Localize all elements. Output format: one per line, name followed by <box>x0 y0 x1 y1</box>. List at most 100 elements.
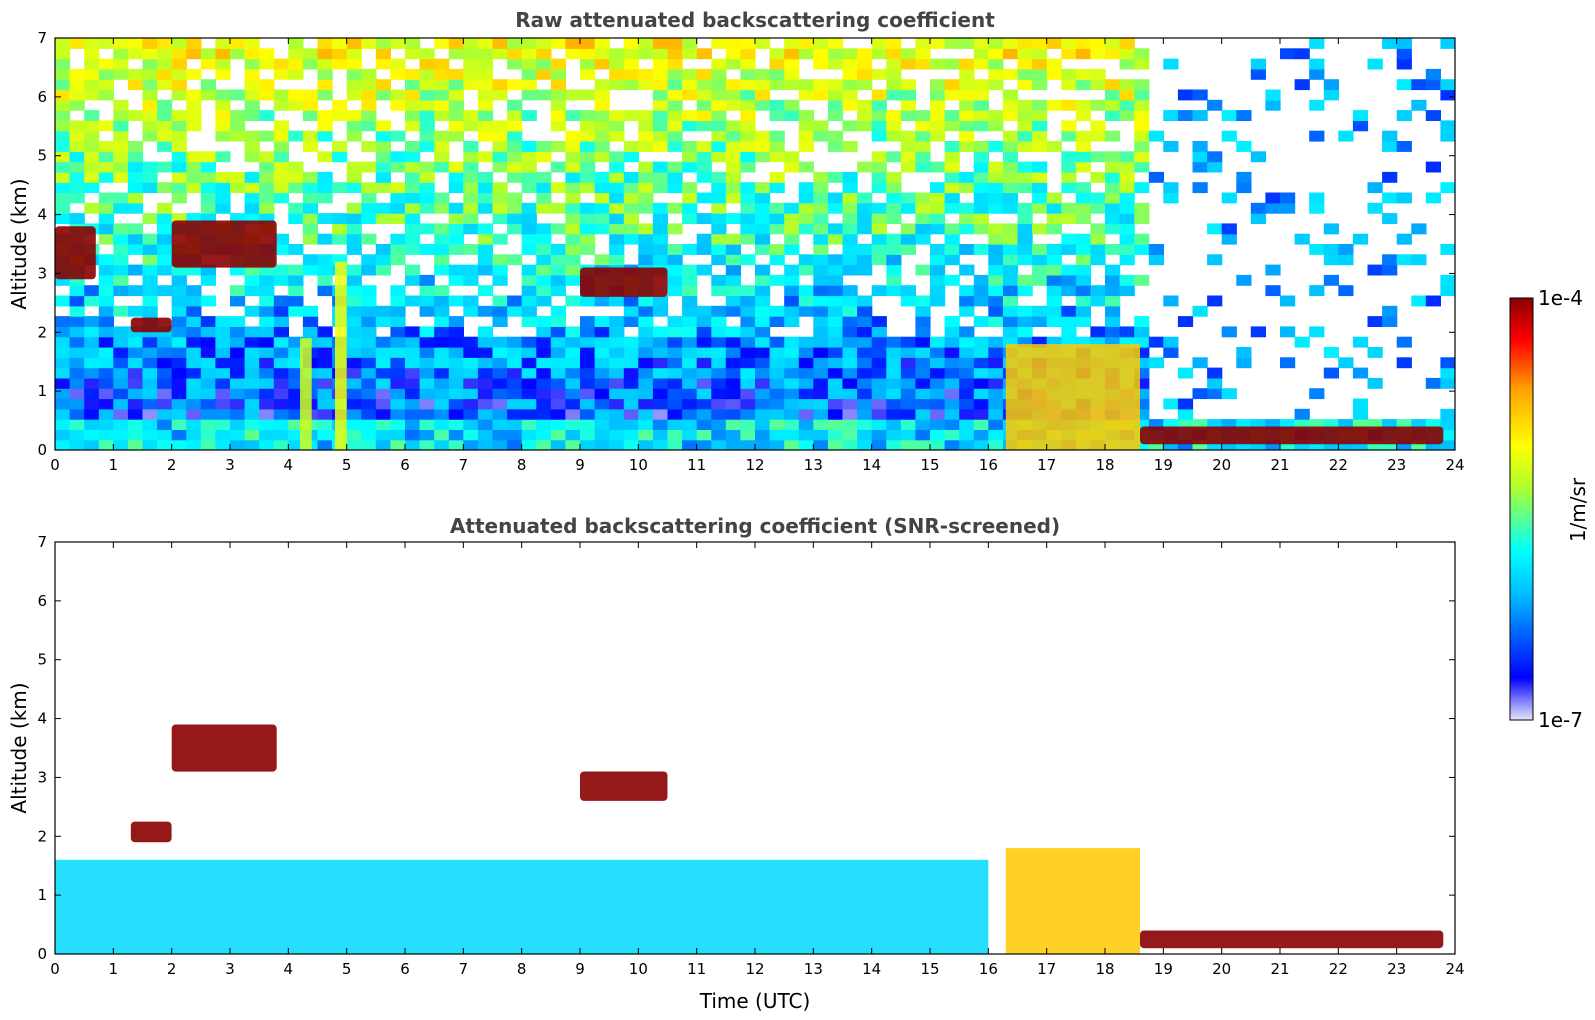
heatmap-cell <box>623 79 639 91</box>
heatmap-cell <box>1134 141 1150 152</box>
heatmap-cell <box>1425 79 1441 91</box>
heatmap-cell <box>375 244 391 255</box>
heatmap-cell <box>813 398 829 410</box>
heatmap-cell <box>346 161 362 173</box>
heatmap-cell <box>55 419 71 430</box>
heatmap-cell <box>1177 89 1194 101</box>
heatmap-cell <box>1017 171 1033 183</box>
heatmap-cell <box>113 254 129 266</box>
heatmap-cell <box>755 316 771 327</box>
heatmap-cell <box>944 58 960 70</box>
heatmap-cell <box>1046 264 1062 276</box>
heatmap-cell <box>886 38 902 49</box>
heatmap-cell <box>1323 223 1339 235</box>
heatmap-cell <box>171 161 187 173</box>
heatmap-cell <box>988 68 1004 80</box>
heatmap-cell <box>973 285 989 297</box>
heatmap-cell <box>667 89 683 101</box>
heatmap-cell <box>69 182 85 194</box>
heatmap-cell <box>827 223 844 235</box>
heatmap-cell <box>492 295 508 307</box>
heatmap-cell <box>1032 110 1048 121</box>
heatmap-cell <box>1002 336 1019 348</box>
heatmap-cell <box>1061 151 1077 163</box>
heatmap-cell <box>375 408 391 420</box>
heatmap-cell <box>667 141 683 152</box>
heatmap-cell <box>69 130 85 142</box>
heatmap-cell <box>1396 48 1412 60</box>
heatmap-cell <box>1134 79 1150 91</box>
heatmap-cell <box>580 171 596 183</box>
heatmap-cell <box>565 274 581 286</box>
heatmap-cell <box>1061 182 1077 194</box>
heatmap-cell <box>959 305 975 317</box>
heatmap-cell <box>550 99 566 111</box>
heatmap-cell <box>171 171 187 183</box>
heatmap-cell <box>667 429 683 441</box>
heatmap-cell <box>361 388 377 400</box>
heatmap-cell <box>623 316 639 327</box>
heatmap-cell <box>215 408 231 420</box>
heatmap-cell <box>405 213 421 224</box>
feature-surface-cloud-late <box>1140 426 1444 445</box>
heatmap-cell <box>69 316 85 327</box>
heatmap-cell <box>113 429 129 441</box>
heatmap-cell <box>696 357 712 369</box>
heatmap-cell <box>711 419 727 430</box>
heatmap-cell <box>1046 192 1062 204</box>
heatmap-cell <box>973 202 989 214</box>
heatmap-cell <box>784 285 800 297</box>
heatmap-cell <box>857 347 873 358</box>
heatmap-cell <box>361 89 377 101</box>
heatmap-cell <box>405 120 421 132</box>
heatmap-cell <box>1163 419 1179 430</box>
y-tick-label: 5 <box>37 651 47 669</box>
heatmap-cell <box>521 244 537 255</box>
heatmap-cell <box>740 99 756 111</box>
heatmap-cell <box>652 110 669 121</box>
heatmap-cell <box>259 274 275 286</box>
heatmap-cell <box>871 408 887 420</box>
heatmap-cell <box>84 68 100 80</box>
heatmap-cell <box>798 336 814 348</box>
heatmap-cell <box>565 398 581 410</box>
heatmap-cell <box>565 223 581 235</box>
heatmap-cell <box>215 357 231 369</box>
heatmap-cell <box>959 223 975 235</box>
heatmap-cell <box>1148 357 1164 369</box>
heatmap-cell <box>944 161 960 173</box>
heatmap-cell <box>186 171 202 183</box>
heatmap-cell <box>565 192 581 204</box>
heatmap-cell <box>565 233 581 245</box>
heatmap-cell <box>871 182 887 194</box>
heatmap-cell <box>652 336 669 348</box>
heatmap-cell <box>1250 58 1266 70</box>
heatmap-cell <box>463 223 479 235</box>
heatmap-cell <box>1119 182 1135 194</box>
heatmap-cell <box>755 305 771 317</box>
heatmap-cell <box>98 398 114 410</box>
heatmap-cell <box>696 233 712 245</box>
heatmap-cell <box>113 264 129 276</box>
heatmap-cell <box>682 202 698 214</box>
heatmap-cell <box>375 89 391 101</box>
heatmap-cell <box>944 429 960 441</box>
heatmap-cell <box>594 408 610 420</box>
heatmap-cell <box>798 110 814 121</box>
heatmap-cell <box>798 202 814 214</box>
heatmap-cell <box>652 398 669 410</box>
heatmap-cell <box>405 347 421 358</box>
heatmap-cell <box>900 295 916 307</box>
heatmap-cell <box>711 233 727 245</box>
heatmap-cell <box>1075 48 1091 60</box>
heatmap-cell <box>623 151 639 163</box>
heatmap-cell <box>69 388 85 400</box>
heatmap-cell <box>317 58 333 70</box>
heatmap-cell <box>113 244 129 255</box>
heatmap-cell <box>988 38 1004 49</box>
heatmap-cell <box>930 264 946 276</box>
heatmap-cell <box>157 254 173 266</box>
heatmap-cell <box>1032 58 1048 70</box>
heatmap-cell <box>448 68 464 80</box>
heatmap-cell <box>1119 202 1135 214</box>
